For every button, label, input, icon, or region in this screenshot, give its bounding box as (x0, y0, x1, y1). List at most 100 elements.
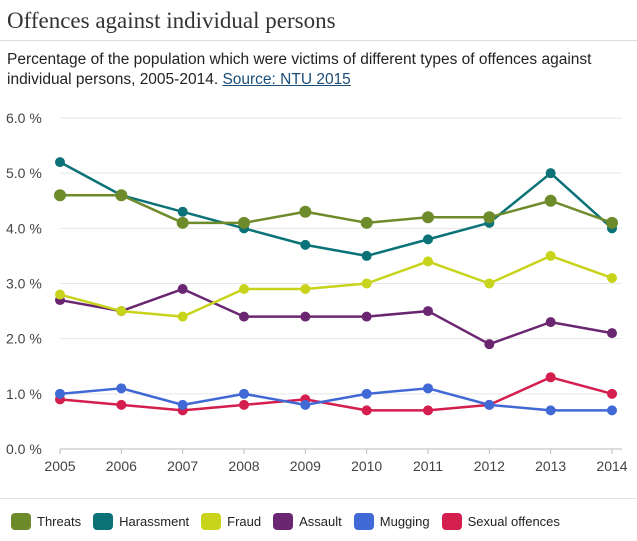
y-tick-label: 3.0 % (6, 276, 42, 292)
title-divider (0, 40, 637, 41)
data-point-mugging[interactable] (300, 399, 311, 410)
data-point-mugging[interactable] (116, 383, 127, 394)
y-tick-label: 6.0 % (6, 110, 42, 126)
legend: Threats Harassment Fraud Assault Mugging Sexu… (11, 510, 572, 532)
data-point-harassment[interactable] (423, 234, 433, 245)
data-point-mugging[interactable] (607, 405, 617, 416)
data-point-harassment[interactable] (55, 157, 65, 168)
data-point-threats[interactable] (54, 189, 66, 202)
data-point-harassment[interactable] (361, 250, 372, 261)
data-point-mugging[interactable] (484, 399, 495, 410)
data-point-fraud[interactable] (423, 256, 433, 267)
data-point-assault[interactable] (300, 311, 311, 322)
data-point-fraud[interactable] (545, 250, 556, 261)
series-mugging (55, 383, 617, 416)
x-tick-label: 2013 (535, 458, 566, 474)
x-axis: 2005 2006 2007 2008 2009 2010 2011 2012 2013 2014 (44, 449, 628, 474)
legend-swatch (353, 512, 374, 530)
series-line-threats (60, 193, 613, 225)
legend-swatch (93, 512, 114, 530)
legend-item-threats[interactable]: Threats (11, 512, 81, 530)
series-line-fraud (59, 254, 613, 318)
x-tick-label: 2005 (44, 458, 75, 474)
legend-label: Fraud (227, 513, 262, 529)
data-point-harassment[interactable] (545, 168, 556, 179)
data-point-fraud[interactable] (361, 278, 372, 289)
y-tick-label: 1.0 % (6, 386, 42, 402)
chart-subtitle: Percentage of the population which were … (7, 50, 632, 90)
data-point-sexual-offences[interactable] (423, 405, 433, 416)
data-point-assault[interactable] (423, 306, 433, 317)
legend-item-mugging[interactable]: Mugging (353, 512, 430, 530)
data-point-sexual-offences[interactable] (607, 388, 617, 399)
data-point-assault[interactable] (177, 284, 188, 295)
legend-label: Mugging (379, 513, 430, 529)
legend-divider (0, 498, 637, 499)
data-point-assault[interactable] (545, 317, 556, 328)
chart-title: Offences against individual persons (7, 8, 336, 33)
data-point-fraud[interactable] (484, 278, 495, 289)
data-point-threats[interactable] (360, 216, 373, 229)
data-point-threats[interactable] (115, 189, 128, 202)
data-point-mugging[interactable] (361, 388, 372, 399)
legend-label: Harassment (119, 513, 190, 529)
data-point-sexual-offences[interactable] (116, 399, 127, 410)
x-tick-label: 2014 (596, 458, 627, 474)
data-point-mugging[interactable] (177, 399, 188, 410)
legend-swatch (273, 512, 294, 530)
data-point-fraud[interactable] (239, 284, 249, 295)
data-point-threats[interactable] (483, 211, 496, 224)
data-point-assault[interactable] (607, 328, 617, 339)
x-tick-label: 2007 (167, 458, 198, 474)
data-point-fraud[interactable] (177, 311, 188, 322)
data-point-mugging[interactable] (55, 388, 65, 399)
x-tick-label: 2009 (290, 458, 321, 474)
y-axis: 0.0 % 1.0 % 2.0 % 3.0 % 4.0 % 5.0 % 6.0 % (6, 110, 42, 457)
data-point-threats[interactable] (176, 216, 189, 229)
data-point-sexual-offences[interactable] (545, 372, 556, 383)
data-point-sexual-offences[interactable] (361, 405, 372, 416)
data-point-threats[interactable] (606, 216, 618, 229)
data-point-assault[interactable] (239, 311, 249, 322)
data-point-mugging[interactable] (545, 405, 556, 416)
data-point-fraud[interactable] (55, 289, 65, 300)
series-line-harassment (59, 161, 613, 258)
y-tick-label: 2.0 % (6, 331, 42, 347)
series-line-mugging (59, 387, 612, 412)
data-point-threats[interactable] (238, 216, 250, 229)
data-point-assault[interactable] (361, 311, 372, 322)
y-tick-label: 0.0 % (6, 441, 42, 457)
data-point-sexual-offences[interactable] (239, 399, 249, 410)
legend-item-harassment[interactable]: Harassment (93, 512, 190, 530)
legend-swatch (441, 512, 462, 530)
data-point-harassment[interactable] (177, 206, 188, 217)
data-point-mugging[interactable] (239, 388, 249, 399)
data-point-fraud[interactable] (607, 272, 617, 283)
x-tick-label: 2006 (106, 458, 137, 474)
x-tick-label: 2008 (228, 458, 259, 474)
data-point-fraud[interactable] (300, 284, 311, 295)
data-point-threats[interactable] (299, 205, 312, 218)
x-tick-label: 2012 (474, 458, 505, 474)
y-tick-label: 4.0 % (6, 220, 42, 236)
data-point-harassment[interactable] (300, 239, 311, 250)
x-tick-label: 2011 (413, 458, 443, 474)
grid (60, 117, 622, 450)
legend-item-fraud[interactable]: Fraud (201, 512, 262, 530)
subtitle-text: Percentage of the population which were … (7, 51, 592, 88)
y-tick-label: 5.0 % (6, 165, 42, 181)
series-line-sexual-offences (59, 376, 613, 412)
legend-item-sexual-offences[interactable]: Sexual offences (441, 512, 560, 530)
series-assault (55, 284, 617, 350)
data-point-fraud[interactable] (116, 306, 127, 317)
data-point-threats[interactable] (422, 211, 434, 224)
source-link[interactable]: Source: NTU 2015 (222, 71, 351, 88)
series-line-assault (59, 287, 613, 346)
legend-swatch (201, 512, 222, 530)
data-point-mugging[interactable] (423, 383, 433, 394)
data-point-assault[interactable] (484, 339, 495, 350)
legend-item-assault[interactable]: Assault (273, 512, 342, 530)
line-chart: 0.0 % 1.0 % 2.0 % 3.0 % 4.0 % 5.0 % 6.0 % 2005… (6, 110, 628, 474)
data-point-threats[interactable] (544, 194, 557, 207)
legend-swatch (11, 512, 31, 530)
